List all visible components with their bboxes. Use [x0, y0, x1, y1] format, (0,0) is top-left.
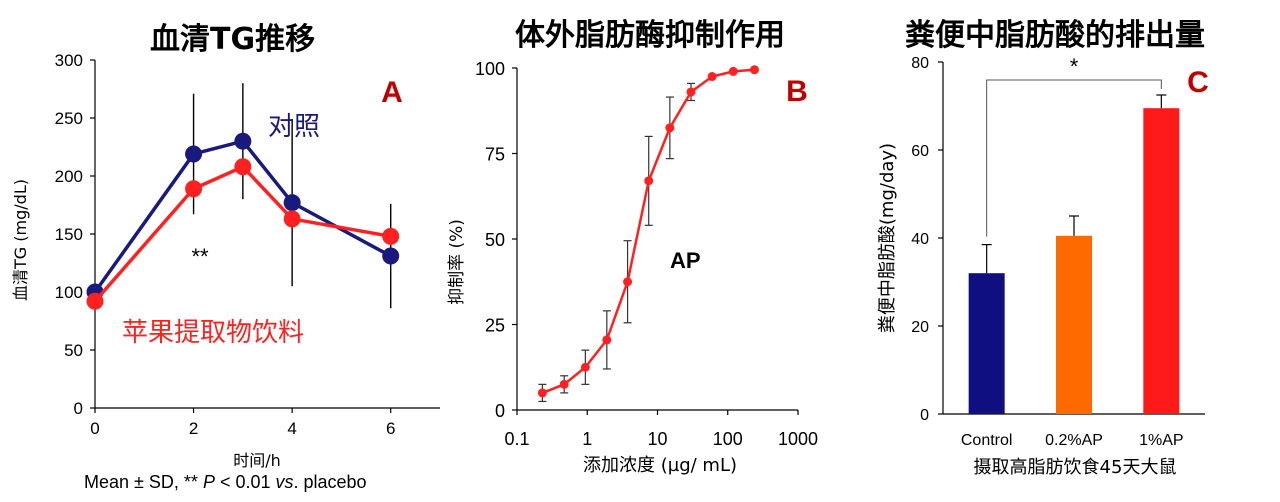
b-data-point	[749, 65, 759, 75]
b-data-point	[537, 388, 547, 398]
a-data-point	[382, 247, 400, 265]
a-x-tick-label: 4	[287, 419, 296, 438]
c-y-tick-label: 80	[911, 55, 929, 72]
a-y-tick-label: 150	[55, 225, 83, 244]
a-data-point	[382, 227, 400, 245]
b-series-line	[541, 68, 755, 395]
chart-b-title: 体外脂肪酶抑制作用	[515, 18, 785, 53]
b-y-tick-label: 0	[495, 401, 505, 421]
b-data-point	[559, 379, 569, 389]
b-panel-label: B	[786, 75, 808, 108]
c-category-label: 0.2%AP	[1045, 432, 1103, 449]
a-x-tick-label: 6	[386, 419, 395, 438]
b-data-point	[665, 123, 675, 133]
a-data-point	[185, 145, 203, 163]
a-data-point	[86, 292, 104, 310]
a-panel-label: A	[381, 76, 403, 109]
b-x-tick-label: 1000	[778, 429, 818, 449]
c-y-tick-label: 40	[911, 231, 929, 248]
a-y-tick-label: 0	[74, 399, 83, 418]
c-bar	[1143, 108, 1180, 414]
footnote-text-post: . placebo	[293, 472, 367, 492]
c-y-axis-label: 粪便中脂肪酸(mg/day)	[877, 143, 898, 333]
c-significance-mark: *	[1070, 54, 1079, 79]
b-x-tick-label: 100	[713, 429, 743, 449]
b-y-tick-label: 100	[475, 59, 505, 79]
b-data-point	[580, 362, 590, 372]
a-data-point	[185, 180, 203, 198]
chart-c-title: 粪便中脂肪酸的排出量	[905, 18, 1205, 53]
a-y-tick-label: 100	[55, 283, 83, 302]
a-y-tick-label: 50	[64, 341, 83, 360]
b-y-axis-label: 抑制率 (%)	[447, 219, 467, 305]
a-data-point	[283, 210, 301, 228]
b-series-label: AP	[670, 248, 701, 273]
chart-a-title: 血清TG推移	[150, 22, 316, 57]
b-data-point	[602, 335, 612, 345]
c-significance-bracket	[986, 79, 1162, 237]
a-legend-apple: 苹果提取物饮料	[122, 318, 304, 348]
a-data-point	[283, 194, 301, 212]
b-y-tick-label: 75	[485, 145, 505, 165]
b-data-point	[686, 87, 696, 97]
a-legend-control: 对照	[268, 112, 320, 142]
b-data-point	[644, 176, 654, 186]
b-y-tick-label: 25	[485, 316, 505, 336]
c-x-axis-label: 摄取高脂肪饮食45天大鼠	[974, 457, 1177, 478]
a-x-tick-label: 0	[90, 419, 99, 438]
chart-a-footnote: Mean ± SD, ** P < 0.01 vs. placebo	[84, 472, 367, 493]
footnote-text-mid: < 0.01	[214, 472, 276, 492]
a-y-tick-label: 250	[55, 109, 83, 128]
c-bar	[968, 273, 1005, 414]
b-data-point	[623, 277, 633, 287]
c-y-tick-label: 60	[911, 143, 929, 160]
footnote-p: P	[202, 472, 215, 492]
b-data-point	[728, 66, 738, 76]
b-x-tick-label: 0.1	[504, 429, 529, 449]
c-panel-label: C	[1187, 66, 1209, 99]
b-x-tick-label: 1	[582, 429, 592, 449]
b-x-axis-label: 添加浓度 (µg/ mL)	[583, 455, 737, 476]
c-category-label: 1%AP	[1139, 432, 1183, 449]
a-x-tick-label: 2	[189, 419, 198, 438]
b-data-point	[707, 72, 717, 82]
a-y-tick-label: 300	[55, 51, 83, 70]
a-x-axis-label: 时间/h	[233, 451, 281, 470]
footnote-text-pre: Mean ± SD, **	[84, 472, 203, 492]
c-y-tick-label: 0	[920, 407, 929, 424]
a-y-tick-label: 200	[55, 167, 83, 186]
b-y-tick-label: 50	[485, 230, 505, 250]
a-data-point	[234, 132, 252, 150]
c-bar	[1056, 235, 1092, 414]
c-y-tick-label: 20	[911, 319, 929, 336]
a-data-point	[234, 158, 252, 176]
a-y-axis-label: 血清TG (mg/dL)	[11, 179, 30, 301]
footnote-vs: vs	[275, 472, 294, 492]
b-x-tick-label: 10	[647, 429, 667, 449]
c-category-label: Control	[961, 432, 1013, 449]
a-significance-mark: **	[191, 244, 209, 269]
